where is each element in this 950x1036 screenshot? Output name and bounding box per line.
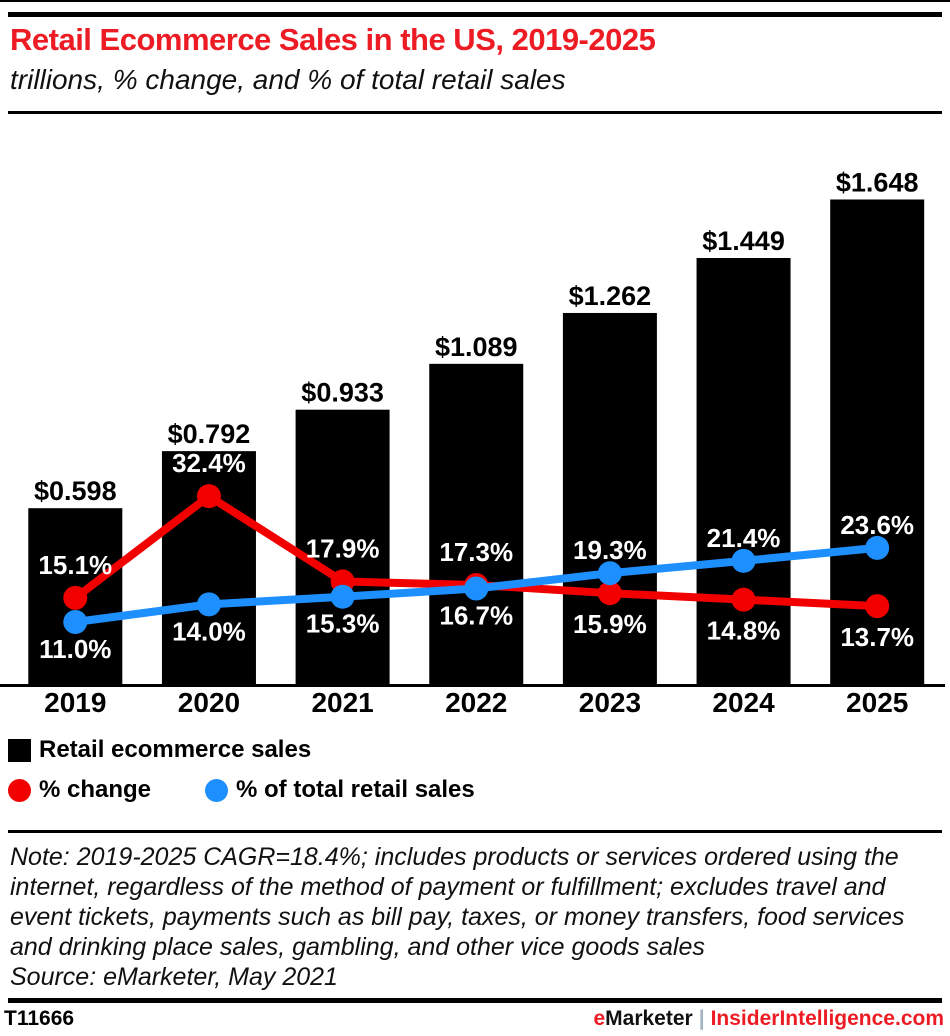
pct-change-label: 32.4% (172, 448, 246, 478)
pct-total-point (597, 561, 622, 586)
combo-chart: $0.598 $0.792 $0.933 $1.089 $1.262 $1.449 $1.6… (0, 167, 945, 718)
pct-change-point (731, 587, 756, 612)
bar-value-label: $1.648 (836, 167, 919, 197)
brand-lockup: eMarketer | InsiderIntelligence.com (593, 1007, 944, 1031)
brand-site-link[interactable]: InsiderIntelligence.com (710, 1007, 944, 1030)
footer: T11666 eMarketer | InsiderIntelligence.com (0, 1007, 950, 1033)
source-text: Source: eMarketer, May 2021 (10, 963, 338, 991)
pct-total-point (731, 548, 756, 573)
pct-change-label: 15.1% (38, 550, 112, 580)
pct-total-label: 14.0% (172, 616, 246, 646)
pct-total-label: 19.3% (573, 535, 647, 565)
pct-change-label: 14.8% (707, 616, 781, 646)
pct-change-point (63, 585, 88, 610)
chart-id: T11666 (4, 1007, 75, 1030)
note-line: Note: 2019-2025 CAGR=18.4%; includes pro… (10, 843, 899, 871)
year-label: 2021 (311, 687, 373, 718)
pct-change-label: 17.9% (306, 533, 380, 563)
bar-value-label: $1.449 (702, 226, 785, 256)
pct-change-point (597, 581, 622, 606)
pct-change-label: 17.3% (439, 537, 513, 567)
bar (562, 312, 657, 684)
year-label: 2020 (178, 687, 240, 718)
bar-value-label: $1.089 (435, 332, 518, 362)
top-thin-rule (0, 0, 950, 2)
year-label: 2023 (579, 687, 641, 718)
note-line: and drinking place sales, gambling, and … (10, 933, 705, 961)
page-title: Retail Ecommerce Sales in the US, 2019-2… (10, 22, 656, 57)
brand-emarketer-e: e (593, 1007, 606, 1030)
pct-total-point (464, 576, 489, 601)
legend-item-pct-of-total: % of total retail sales (205, 777, 475, 803)
pct-change-label: 15.9% (573, 609, 647, 639)
note-text: Note: 2019-2025 CAGR=18.4%; includes pro… (10, 842, 936, 962)
year-label: 2022 (445, 687, 507, 718)
legend-label: % change (39, 776, 152, 803)
year-label: 2019 (44, 687, 106, 718)
pct-total-point (63, 610, 88, 634)
pct-total-label: 15.3% (306, 609, 380, 639)
pct-total-point (330, 584, 355, 609)
pct-total-point (196, 592, 221, 617)
bar-value-label: $0.933 (301, 378, 384, 408)
brand-emarketer-rest: Marketer (605, 1007, 693, 1030)
red-dot-icon (8, 778, 31, 802)
pct-total-label: 16.7% (439, 600, 513, 630)
year-label: 2025 (846, 687, 908, 718)
bar (295, 409, 390, 684)
legend-label: Retail ecommerce sales (39, 736, 312, 763)
note-divider (8, 830, 942, 833)
legend-item-pct-change: % change (8, 777, 151, 803)
legend-label: % of total retail sales (236, 776, 475, 803)
pct-change-point (865, 594, 890, 619)
bar-value-label: $0.598 (34, 476, 117, 506)
bar-value-label: $1.262 (569, 281, 652, 311)
note-line: event tickets, payments such as bill pay… (10, 903, 905, 931)
pct-total-label: 21.4% (707, 523, 781, 553)
x-axis-line (0, 684, 945, 687)
pct-total-label: 23.6% (840, 510, 914, 540)
pct-total-label: 11.0% (39, 634, 111, 664)
pct-change-label: 13.7% (840, 622, 914, 652)
pct-total-point (865, 535, 890, 560)
legend-item-retail-ecommerce-sales: Retail ecommerce sales (8, 737, 311, 763)
blue-dot-icon (205, 778, 228, 802)
bar-value-label: $0.792 (168, 419, 251, 449)
note-line: internet, regardless of the method of pa… (10, 873, 886, 901)
brand-separator: | (698, 1007, 705, 1030)
bar (429, 363, 524, 684)
page-subtitle: trillions, % change, and % of total reta… (10, 64, 566, 95)
bar (696, 257, 791, 684)
footer-divider (8, 998, 942, 1003)
year-label: 2024 (712, 687, 775, 718)
pct-change-point (196, 484, 221, 509)
header-divider (8, 111, 942, 114)
bar-swatch-icon (8, 738, 31, 762)
top-thick-rule (8, 12, 942, 17)
